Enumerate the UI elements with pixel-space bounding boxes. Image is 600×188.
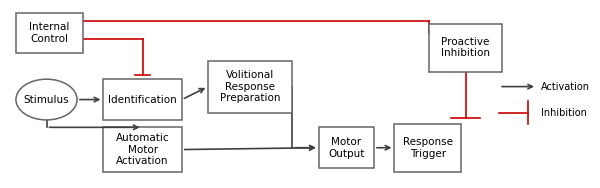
FancyBboxPatch shape [208, 61, 292, 113]
Text: Motor
Output: Motor Output [328, 137, 365, 158]
Text: Volitional
Response
Preparation: Volitional Response Preparation [220, 70, 281, 103]
FancyBboxPatch shape [16, 13, 83, 53]
Text: Inhibition: Inhibition [541, 108, 587, 118]
Text: Internal
Control: Internal Control [29, 22, 70, 44]
FancyBboxPatch shape [319, 127, 374, 168]
FancyBboxPatch shape [429, 24, 502, 72]
Text: Response
Trigger: Response Trigger [403, 137, 453, 158]
FancyBboxPatch shape [103, 127, 182, 172]
Text: Proactive
Inhibition: Proactive Inhibition [441, 37, 490, 58]
FancyBboxPatch shape [103, 79, 182, 120]
Text: Automatic
Motor
Activation: Automatic Motor Activation [116, 133, 169, 166]
Text: Identification: Identification [108, 95, 177, 105]
Ellipse shape [16, 79, 77, 120]
FancyBboxPatch shape [394, 124, 461, 172]
Text: Stimulus: Stimulus [23, 95, 70, 105]
Text: Activation: Activation [541, 82, 590, 92]
